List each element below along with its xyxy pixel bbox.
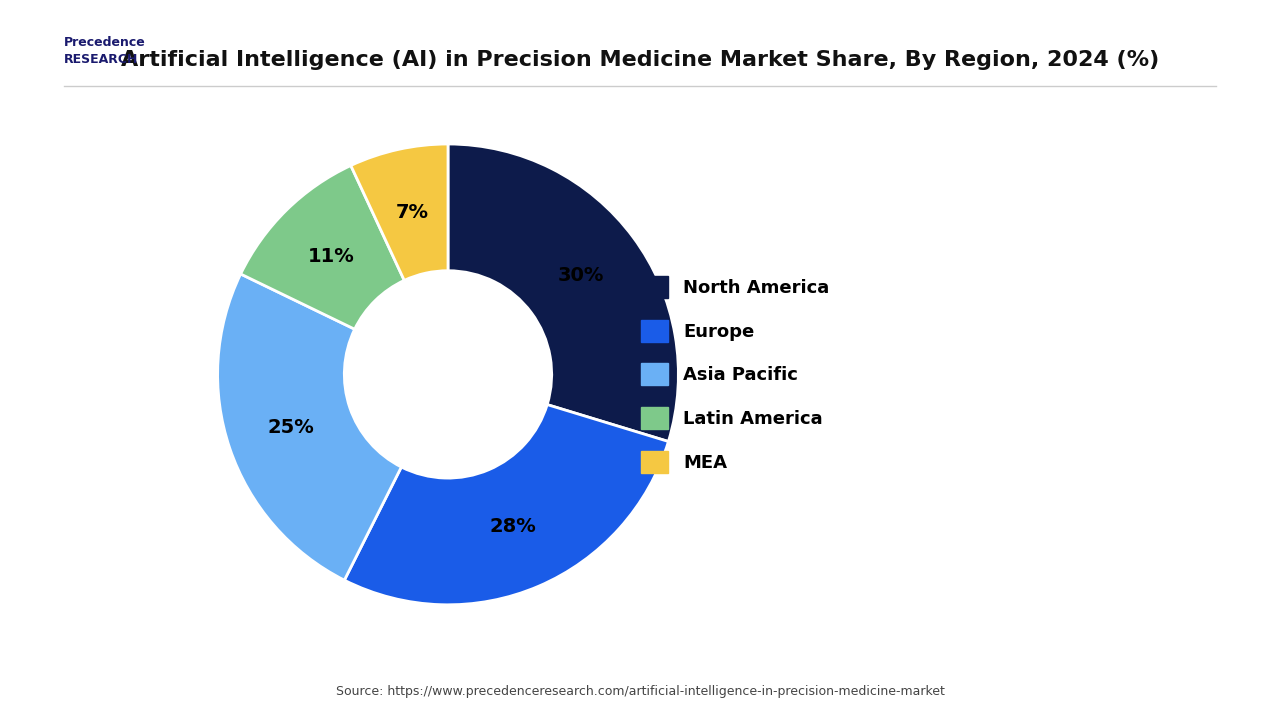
Text: Precedence
RESEARCH: Precedence RESEARCH bbox=[64, 36, 146, 66]
Text: 11%: 11% bbox=[308, 247, 355, 266]
Wedge shape bbox=[448, 144, 678, 441]
Legend: North America, Europe, Asia Pacific, Latin America, MEA: North America, Europe, Asia Pacific, Lat… bbox=[641, 276, 829, 473]
Wedge shape bbox=[241, 166, 404, 329]
Text: Artificial Intelligence (AI) in Precision Medicine Market Share, By Region, 2024: Artificial Intelligence (AI) in Precisio… bbox=[120, 50, 1160, 71]
Wedge shape bbox=[218, 274, 402, 580]
Text: 7%: 7% bbox=[396, 203, 429, 222]
Text: 30%: 30% bbox=[558, 266, 604, 285]
Text: Source: https://www.precedenceresearch.com/artificial-intelligence-in-precision-: Source: https://www.precedenceresearch.c… bbox=[335, 685, 945, 698]
Wedge shape bbox=[344, 405, 668, 605]
Text: 28%: 28% bbox=[490, 518, 536, 536]
Wedge shape bbox=[351, 144, 448, 280]
Text: 25%: 25% bbox=[268, 418, 315, 437]
